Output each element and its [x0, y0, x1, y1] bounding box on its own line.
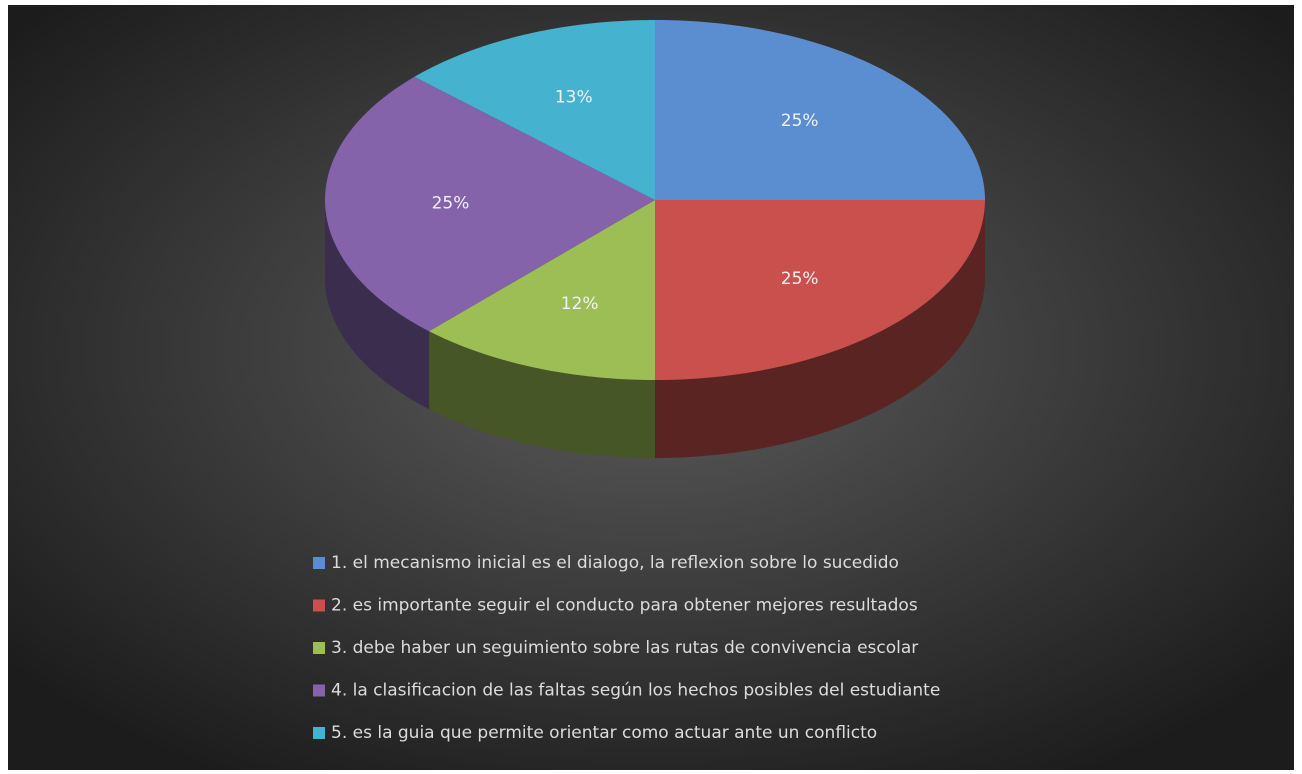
legend-label: 1. el mecanismo inicial es el dialogo, l…: [331, 553, 899, 573]
legend-label: 2. es importante seguir el conducto para…: [331, 596, 918, 616]
legend-label: 4. la clasificacion de las faltas según …: [331, 681, 940, 701]
slice: [414, 20, 655, 200]
data-label: 12%: [561, 294, 599, 314]
legend-swatch: [313, 642, 325, 654]
slice: [325, 76, 655, 332]
slice: [655, 20, 985, 200]
slice: [655, 200, 985, 380]
legend-swatch: [313, 557, 325, 569]
data-label: 25%: [432, 194, 470, 214]
legend-label: 5. es la guia que permite orientar como …: [331, 723, 877, 743]
data-label: 25%: [781, 269, 819, 289]
data-label: 13%: [555, 88, 593, 108]
slice-side: [325, 200, 430, 410]
legend-swatch: [313, 727, 325, 739]
legend-label: 3. debe haber un seguimiento sobre las r…: [331, 638, 918, 658]
slice-side: [429, 331, 655, 458]
data-label: 25%: [781, 111, 819, 131]
slice-side: [655, 200, 985, 458]
slice: [429, 200, 655, 380]
legend-swatch: [313, 684, 325, 697]
legend-swatch: [313, 599, 325, 612]
